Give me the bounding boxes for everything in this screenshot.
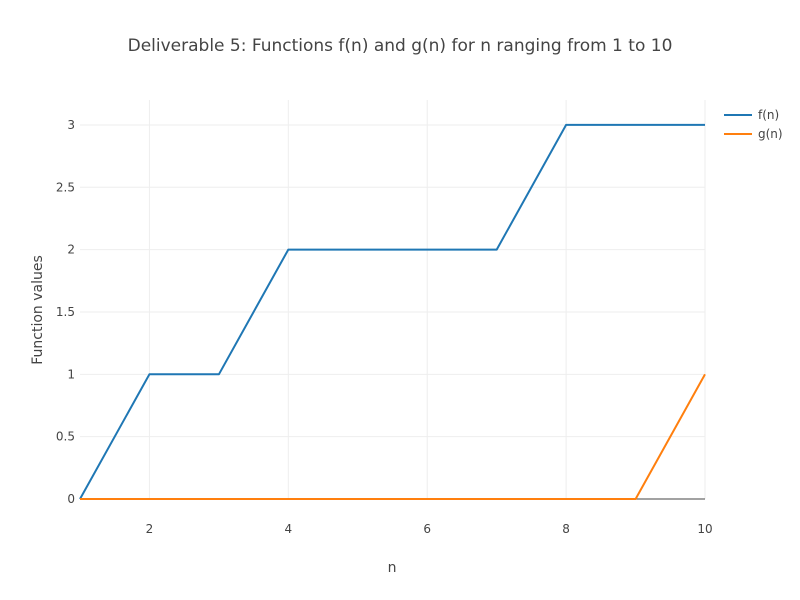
x-tick-label: 6 <box>423 522 431 536</box>
chart-title: Deliverable 5: Functions f(n) and g(n) f… <box>128 36 673 56</box>
y-tick-label: 2 <box>67 243 75 257</box>
y-tick-label: 0 <box>67 492 75 506</box>
y-tick-label: 2.5 <box>56 180 75 194</box>
x-axis-label: n <box>388 560 397 576</box>
legend[interactable]: f(n) g(n) <box>724 108 783 141</box>
legend-item[interactable]: f(n) <box>724 108 779 122</box>
y-tick-label: 0.5 <box>56 430 75 444</box>
y-tick-label: 1 <box>67 367 75 381</box>
legend-item[interactable]: g(n) <box>724 127 783 141</box>
x-tick-label: 10 <box>697 522 712 536</box>
x-tick-label: 2 <box>146 522 154 536</box>
y-axis-label: Function values <box>30 255 46 365</box>
series-line-gn <box>80 373 706 500</box>
legend-label: g(n) <box>758 127 783 141</box>
series-layer <box>79 123 706 500</box>
legend-label: f(n) <box>758 108 779 122</box>
series-line-fn <box>79 123 705 500</box>
x-tick-label: 8 <box>562 522 570 536</box>
y-tick-label: 1.5 <box>56 305 75 319</box>
y-tick-label: 3 <box>67 118 75 132</box>
x-tick-label: 4 <box>285 522 293 536</box>
